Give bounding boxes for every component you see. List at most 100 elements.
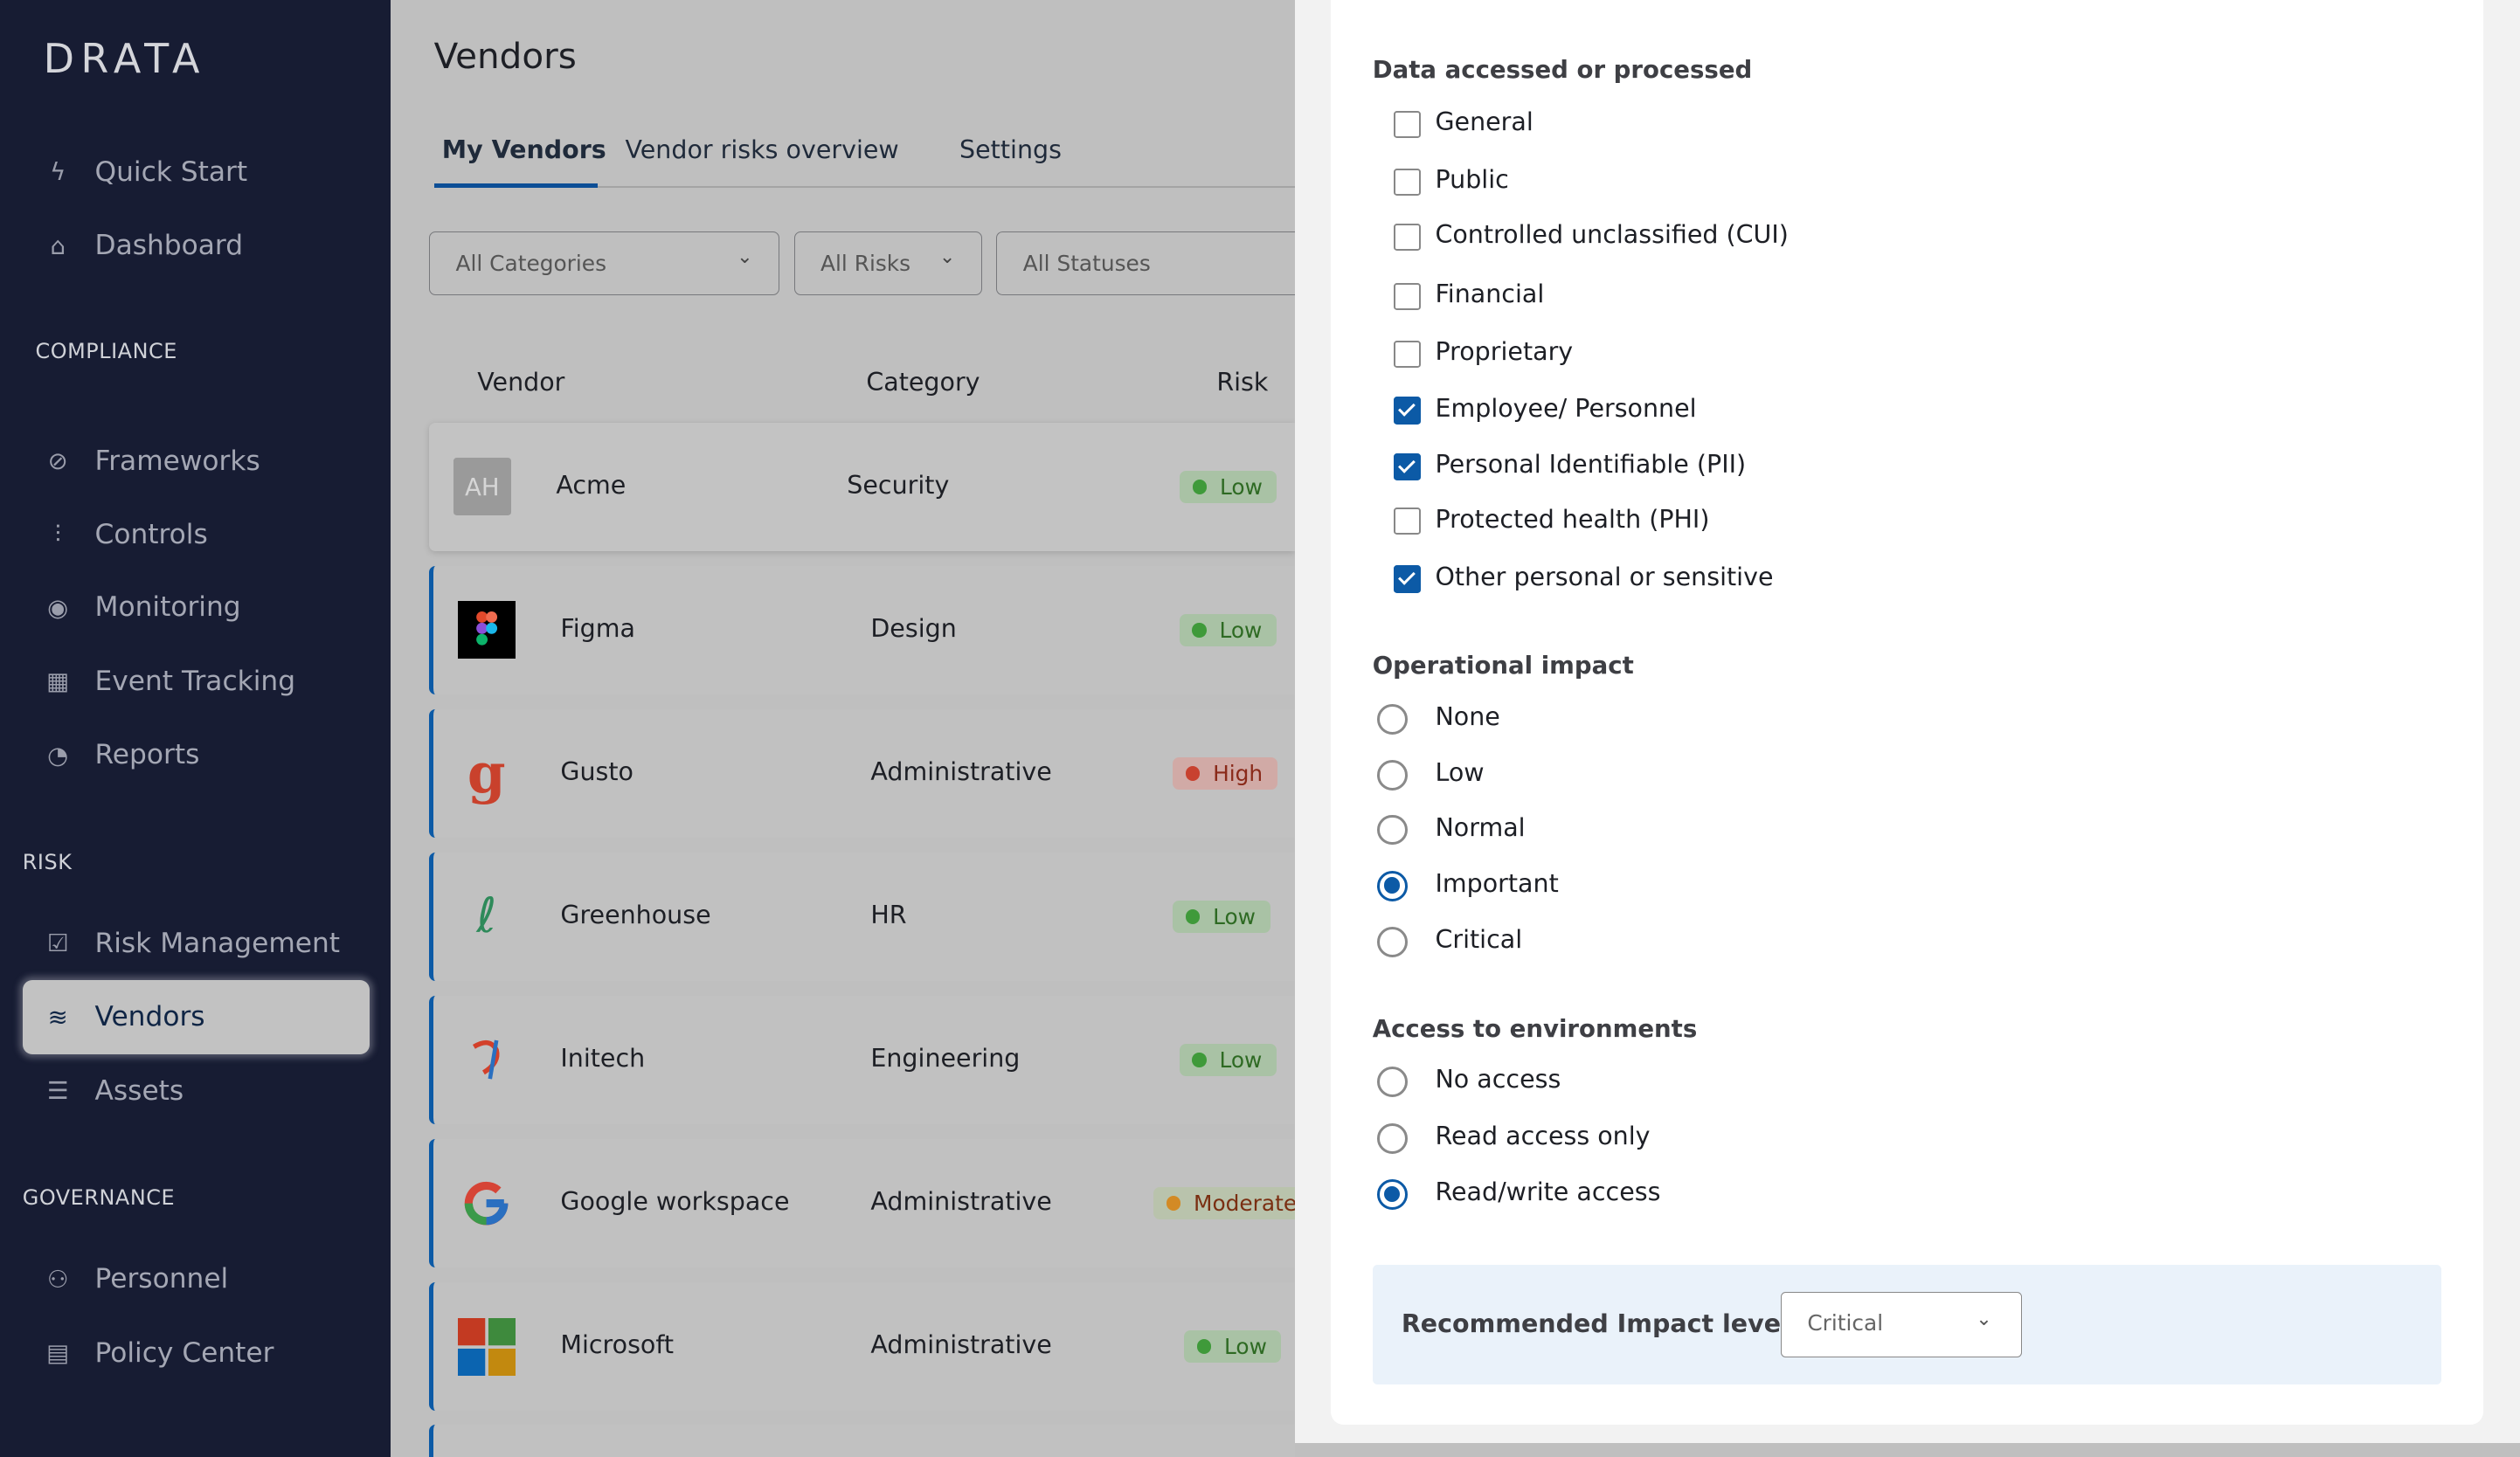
checkbox-label[interactable]: Protected health (PHI) (1435, 504, 1710, 534)
table-row[interactable]: ℓ Greenhouse HR Low (429, 852, 1296, 982)
checkbox-label[interactable]: Employee/ Personnel (1435, 393, 1697, 423)
microsoft-logo (457, 1317, 516, 1376)
initech-logo (458, 1031, 516, 1088)
sidebar-item-event-tracking[interactable]: ▦ Event Tracking (23, 645, 370, 719)
recommended-impact-select[interactable]: Critical ⌄ (1780, 1291, 2022, 1358)
sidebar-item-vendors[interactable]: ≋ Vendors (22, 979, 370, 1054)
vendor-category: HR (870, 901, 907, 930)
checkbox-label[interactable]: General (1435, 107, 1533, 137)
drata-logo[interactable]: DRATA (43, 35, 206, 83)
radio-normal[interactable] (1377, 814, 1409, 846)
table-row[interactable]: Microsoft Administrative Low (429, 1282, 1296, 1412)
section-governance: GOVERNANCE (22, 1185, 176, 1211)
tab-settings[interactable]: Settings (959, 135, 1062, 164)
checkbox-label[interactable]: Controlled unclassified (CUI) (1435, 219, 1789, 249)
radio-critical[interactable] (1377, 927, 1409, 958)
radio-read-access-only[interactable] (1377, 1122, 1409, 1154)
vendor-name[interactable]: Acme (556, 470, 627, 500)
checkbox-controlled-unclassified-cui[interactable] (1393, 223, 1421, 251)
radio-label[interactable]: Normal (1435, 812, 1526, 842)
table-row[interactable]: Google workspace Administrative Moderate (429, 1139, 1312, 1268)
risk-badge: Low (1179, 1044, 1277, 1076)
vendor-name[interactable]: Microsoft (560, 1330, 675, 1360)
column-header-vendor[interactable]: Vendor (477, 368, 565, 397)
list-icon: ☰ (46, 1076, 69, 1106)
table-row[interactable]: g Gusto Administrative High (429, 708, 1296, 838)
layers-icon: ≋ (47, 1002, 68, 1032)
risks-filter-value: All Risks (820, 251, 911, 277)
checkbox-label[interactable]: Other personal or sensitive (1435, 562, 1774, 591)
sidebar-item-frameworks[interactable]: ⊘ Frameworks (23, 425, 370, 499)
tab-divider (433, 186, 1296, 189)
sidebar-item-monitoring[interactable]: ◉ Monitoring (23, 570, 370, 645)
checkbox-label[interactable]: Personal Identifiable (PII) (1435, 450, 1747, 479)
radio-label[interactable]: Critical (1435, 925, 1523, 955)
sidebar-item-dashboard[interactable]: ⌂ Dashboard (23, 209, 370, 283)
radio-important[interactable] (1377, 870, 1409, 901)
tab-my-vendors[interactable]: My Vendors (441, 135, 606, 164)
home-icon: ⌂ (50, 231, 66, 260)
lightning-icon: ϟ (50, 157, 66, 187)
radio-no-access[interactable] (1377, 1067, 1409, 1098)
sidebar-item-label: Frameworks (94, 445, 260, 477)
radio-label[interactable]: Read/write access (1435, 1177, 1661, 1207)
checkbox-general[interactable] (1393, 110, 1421, 139)
overlay-strip (1295, 1442, 2520, 1457)
sidebar-item-label: Vendors (94, 1001, 205, 1033)
risks-filter[interactable]: All Risks ⌄ (793, 231, 982, 296)
sidebar-item-personnel[interactable]: ⚇ Personnel (23, 1242, 370, 1316)
sidebar-item-controls[interactable]: ⫶ Controls (23, 498, 370, 572)
checkbox-public[interactable] (1393, 169, 1421, 197)
sidebar-item-risk-management[interactable]: ☑ Risk Management (23, 906, 370, 980)
table-row[interactable]: Initech Engineering Low (429, 995, 1296, 1125)
document-icon: ▤ (46, 1338, 70, 1368)
sidebar-item-reports[interactable]: ◔ Reports (23, 718, 370, 792)
tab-vendor-risks-overview[interactable]: Vendor risks overview (625, 135, 899, 164)
radio-label[interactable]: Low (1435, 758, 1485, 788)
radio-none[interactable] (1377, 703, 1409, 735)
sidebar-item-assets[interactable]: ☰ Assets (23, 1054, 370, 1129)
risk-label: Low (1219, 473, 1263, 500)
vendor-name[interactable]: Google workspace (560, 1187, 790, 1217)
active-tab-indicator (433, 183, 599, 189)
checkbox-protected-health-phi[interactable] (1393, 508, 1421, 535)
checkbox-personal-identifiable-pii[interactable] (1393, 452, 1421, 480)
table-row[interactable]: Figma Design Low (429, 565, 1296, 694)
column-header-risk[interactable]: Risk (1216, 368, 1269, 397)
risk-dot-icon (1192, 480, 1208, 494)
radio-read-write-access[interactable] (1377, 1179, 1409, 1210)
radio-label[interactable]: None (1435, 701, 1500, 731)
chevron-down-icon: ⌄ (1976, 1309, 1992, 1331)
vendor-name[interactable]: Figma (560, 613, 635, 643)
impact-form-card: Data accessed or processed General Public… (1330, 0, 2483, 1426)
categories-filter[interactable]: All Categories ⌄ (429, 231, 780, 296)
checkbox-label[interactable]: Public (1435, 165, 1509, 195)
checkbox-label[interactable]: Financial (1435, 280, 1545, 309)
column-header-category[interactable]: Category (866, 368, 980, 397)
checkbox-label[interactable]: Proprietary (1435, 337, 1574, 367)
radio-low[interactable] (1377, 759, 1409, 791)
risk-dot-icon (1192, 1053, 1207, 1067)
checkbox-other-personal-or-sensitive[interactable] (1393, 565, 1421, 593)
risk-label: Low (1219, 1047, 1263, 1074)
statuses-filter[interactable]: All Statuses (996, 231, 1296, 296)
table-row[interactable] (429, 1425, 1296, 1457)
table-row[interactable]: AH Acme Security Low (429, 422, 1296, 551)
chevron-down-icon: ⌄ (737, 246, 753, 269)
radio-label[interactable]: Important (1435, 869, 1559, 899)
sidebar-item-quick-start[interactable]: ϟ Quick Start (23, 135, 370, 210)
checkbox-proprietary[interactable] (1393, 340, 1421, 369)
checkbox-financial[interactable] (1393, 282, 1421, 310)
radio-label[interactable]: Read access only (1435, 1121, 1651, 1150)
vendor-name[interactable]: Gusto (560, 757, 633, 787)
vendor-impact-panel: Data accessed or processed General Public… (1295, 0, 2520, 1443)
vendor-name[interactable]: Initech (560, 1044, 646, 1074)
sidebar-item-policy-center[interactable]: ▤ Policy Center (23, 1315, 370, 1390)
vendor-category: Administrative (870, 757, 1052, 787)
vendor-name[interactable]: Greenhouse (560, 901, 711, 930)
recommended-impact-label: Recommended Impact level (1401, 1309, 1790, 1339)
risk-label: Low (1223, 1334, 1267, 1360)
sidebar-item-label: Risk Management (94, 927, 341, 959)
radio-label[interactable]: No access (1435, 1065, 1561, 1094)
checkbox-employee-personnel[interactable] (1393, 397, 1421, 425)
